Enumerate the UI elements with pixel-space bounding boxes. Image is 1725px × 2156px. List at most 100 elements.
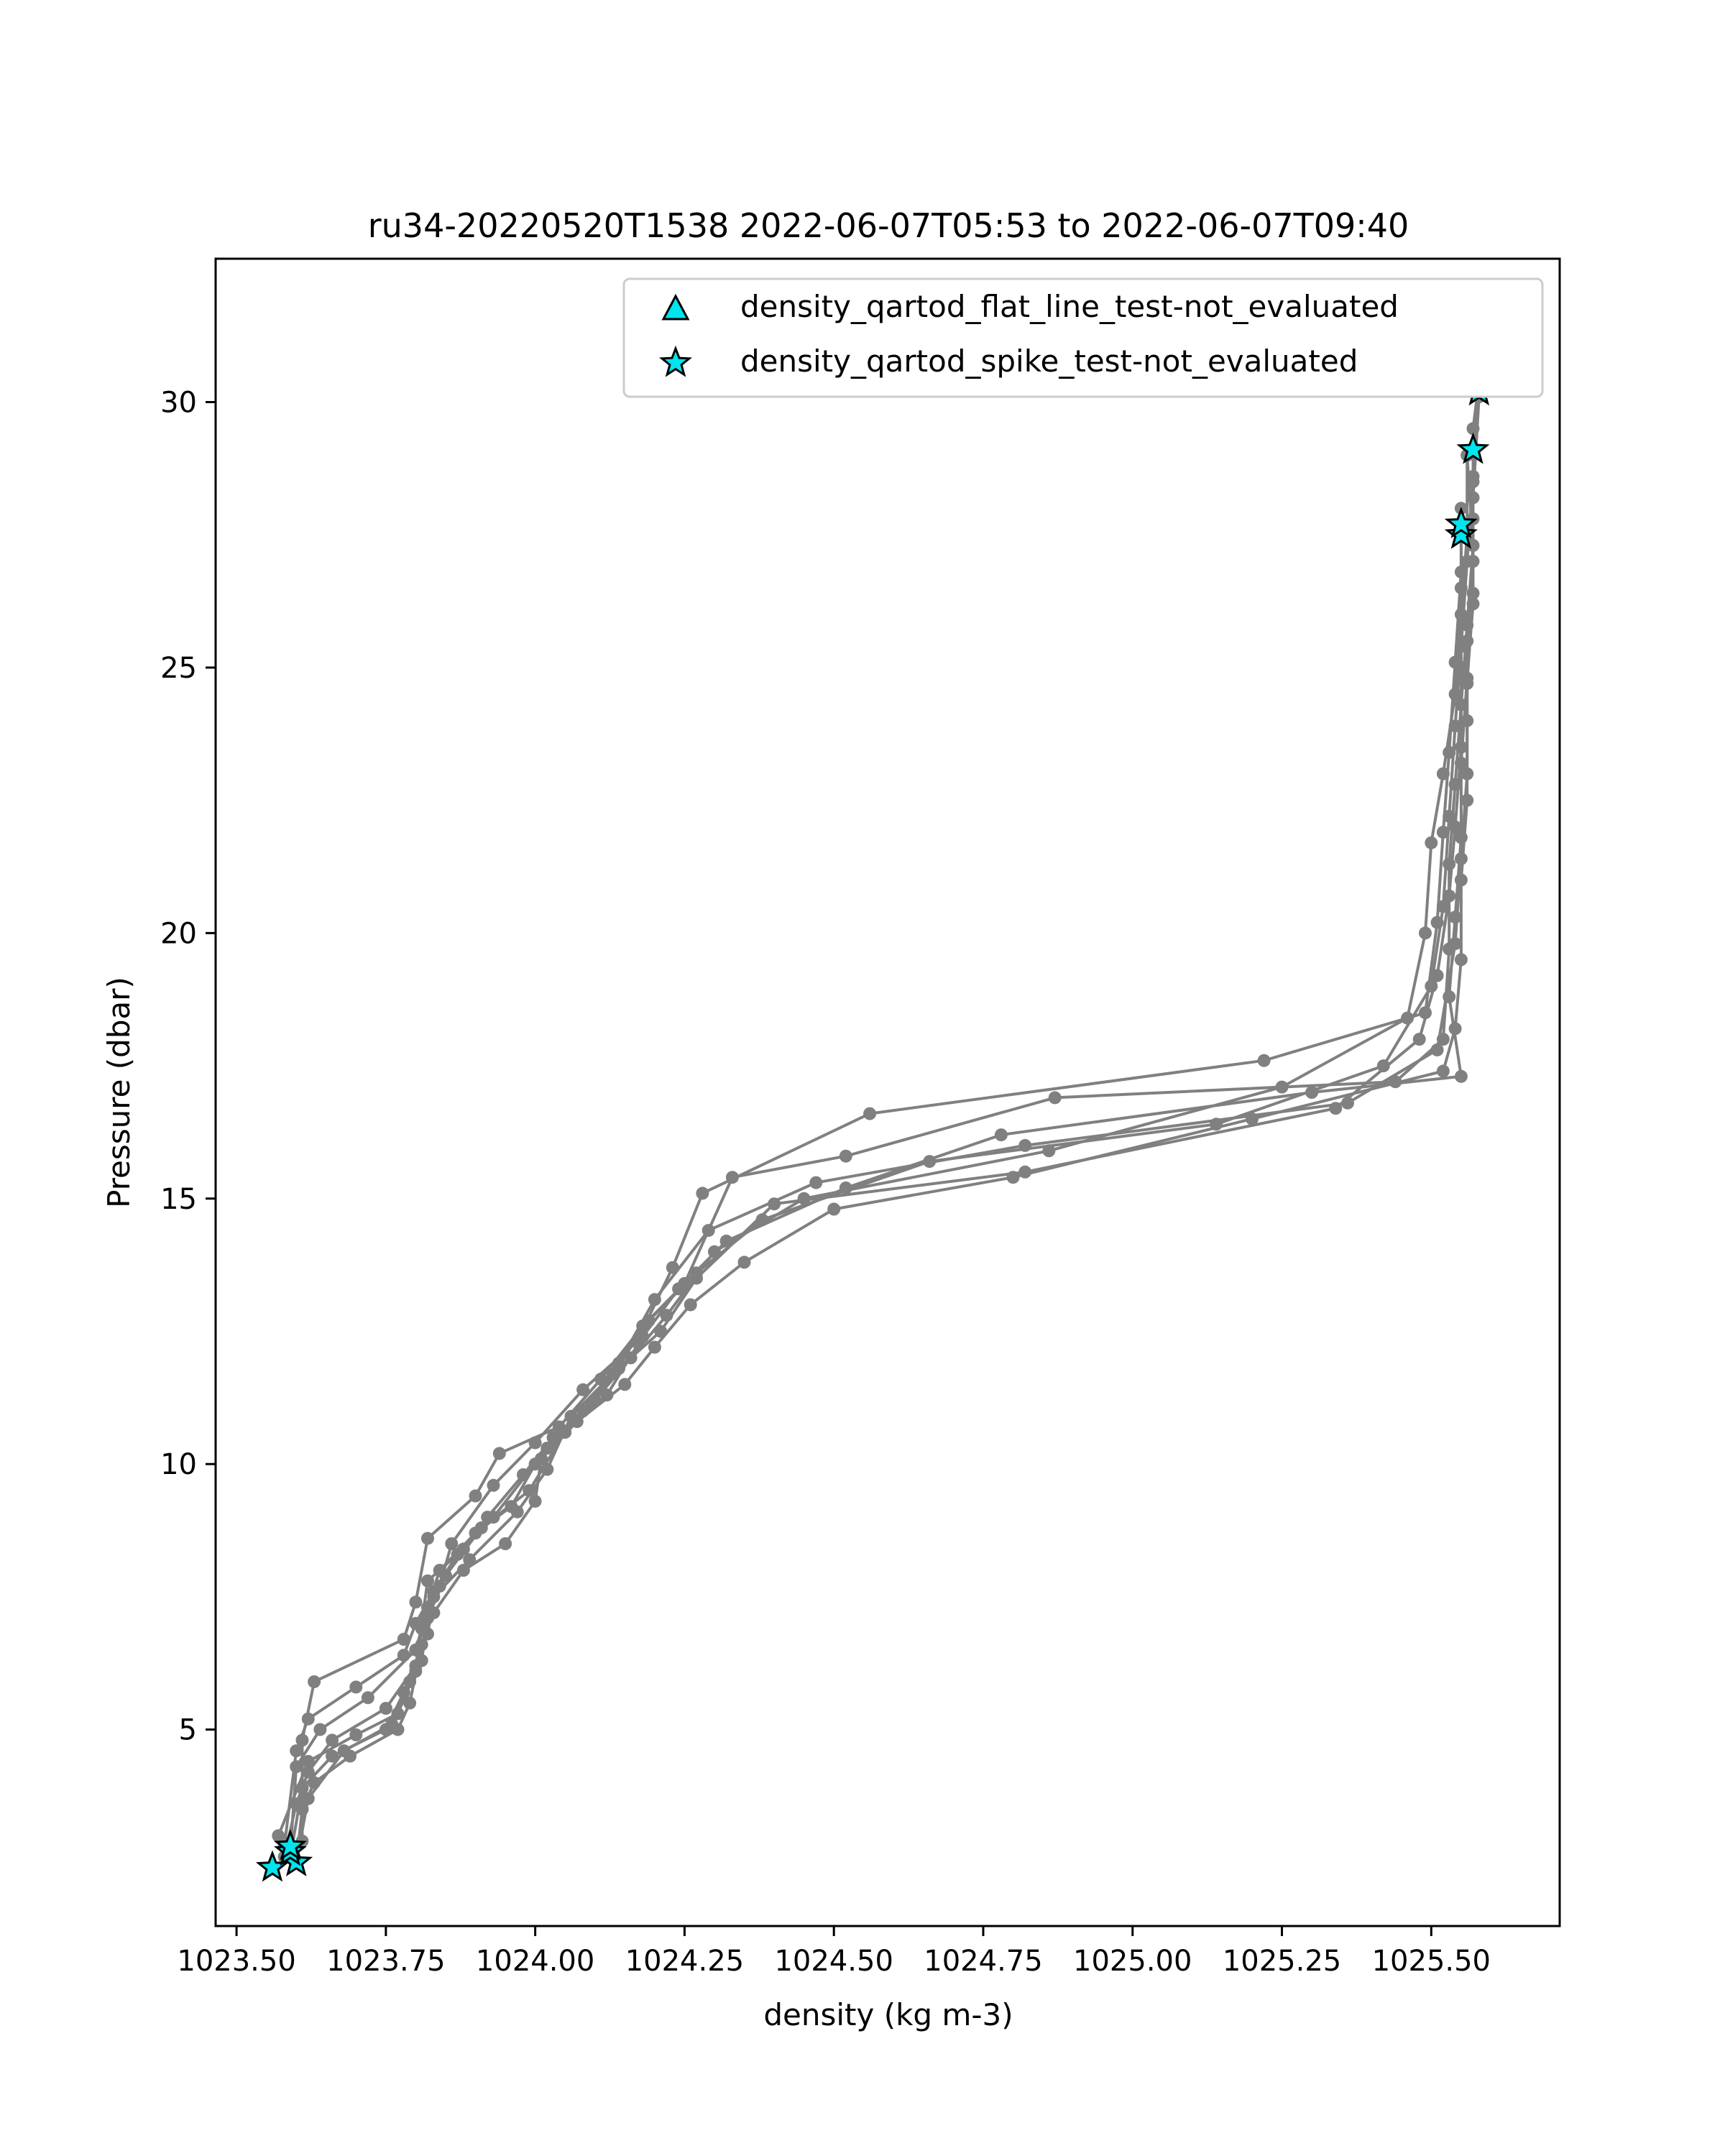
x-axis-label: density (kg m-3) [763, 1997, 1013, 2032]
data-point [1419, 1006, 1432, 1020]
data-point [1048, 1091, 1062, 1105]
data-point [313, 1723, 327, 1736]
series-line-2 [282, 529, 1463, 1858]
data-point [546, 1431, 560, 1445]
y-tick-label: 15 [160, 1183, 197, 1216]
data-point [517, 1468, 530, 1481]
data-point [445, 1537, 459, 1550]
data-point [618, 1378, 632, 1391]
data-point [421, 1531, 434, 1545]
data-point [648, 1293, 661, 1307]
data-point [421, 1574, 434, 1588]
data-point [421, 1627, 434, 1641]
legend-box [622, 277, 1544, 398]
data-point [421, 1611, 434, 1625]
data-point [797, 1192, 811, 1205]
data-point [528, 1457, 542, 1471]
spike-flag-star [273, 1828, 307, 1861]
x-tick-label: 1024.25 [625, 1945, 744, 1978]
data-point [1443, 809, 1456, 823]
data-point [456, 1564, 470, 1577]
data-point [540, 1442, 554, 1455]
data-point [301, 1792, 315, 1805]
data-point [290, 1744, 303, 1758]
data-point [1454, 852, 1468, 865]
spike-flag-star [1444, 507, 1478, 539]
x-tick-label: 1024.00 [476, 1945, 594, 1978]
legend-label-flat-line: density_qartod_flat_line_test-not_evalua… [740, 289, 1399, 324]
data-point [755, 1213, 769, 1227]
y-tick-label: 10 [160, 1448, 197, 1481]
x-tick-label: 1023.75 [326, 1945, 445, 1978]
data-point [737, 1256, 751, 1269]
data-point [326, 1749, 339, 1763]
plot-data [272, 321, 1492, 1869]
x-tick-label: 1024.75 [924, 1945, 1042, 1978]
data-point [1460, 767, 1474, 780]
data-point [702, 1224, 715, 1238]
data-point [690, 1266, 703, 1280]
spike-flag-star [1456, 432, 1490, 464]
data-point [558, 1425, 572, 1439]
plot-area-frame [214, 257, 1561, 1927]
y-tick-label: 25 [160, 652, 197, 685]
y-tick-label: 20 [160, 917, 197, 950]
x-axis-ticks: 1023.50 1023.75 1024.00 1024.25 1024.50 1024.… [177, 1926, 1491, 1978]
data-point [499, 1537, 512, 1550]
data-point [439, 1569, 452, 1583]
x-tick-label: 1024.50 [774, 1945, 893, 1978]
data-point [510, 1505, 524, 1519]
data-point [1430, 1043, 1444, 1056]
data-point [361, 1691, 374, 1705]
data-point [839, 1149, 852, 1163]
data-point [1389, 1075, 1402, 1089]
data-point [1448, 937, 1462, 951]
data-point [295, 1733, 309, 1747]
data-point [492, 1447, 506, 1460]
data-point [1454, 640, 1468, 653]
spike-flag-star [1444, 517, 1478, 549]
data-point [379, 1702, 392, 1715]
data-point [474, 1521, 488, 1534]
data-point [1412, 1033, 1426, 1046]
data-point [528, 1436, 542, 1450]
data-point [1454, 831, 1468, 844]
data-point [1454, 953, 1468, 967]
x-tick-label: 1023.50 [177, 1945, 295, 1978]
data-point [326, 1733, 339, 1747]
data-point [487, 1478, 500, 1492]
data-point [1018, 1138, 1032, 1152]
data-point [809, 1176, 823, 1189]
data-point [648, 1340, 661, 1354]
data-point [528, 1494, 542, 1508]
data-point [1436, 1064, 1450, 1078]
data-point [308, 1675, 321, 1689]
data-point [379, 1723, 392, 1736]
data-point [523, 1484, 536, 1498]
data-point [349, 1728, 363, 1741]
data-point [1341, 1096, 1354, 1110]
data-point [1460, 677, 1474, 691]
data-point [469, 1489, 482, 1503]
data-point [1376, 1059, 1390, 1073]
x-tick-label: 1025.00 [1073, 1945, 1192, 1978]
data-point [1460, 555, 1474, 568]
data-point [1419, 926, 1432, 940]
data-point [1436, 826, 1450, 839]
data-point [1454, 565, 1468, 579]
data-point [397, 1649, 410, 1662]
data-point [1436, 900, 1450, 913]
data-point [463, 1553, 477, 1567]
legend-label-spike: density_qartod_spike_test-not_evaluated [740, 344, 1358, 379]
data-point [600, 1388, 614, 1402]
data-point [301, 1755, 315, 1768]
data-point [660, 1309, 673, 1322]
data-point [1425, 980, 1438, 993]
data-point [576, 1383, 590, 1396]
y-tick-label: 30 [160, 386, 197, 419]
data-point [612, 1356, 625, 1370]
data-point [403, 1696, 417, 1710]
data-point [272, 1829, 285, 1843]
data-point [684, 1298, 697, 1312]
